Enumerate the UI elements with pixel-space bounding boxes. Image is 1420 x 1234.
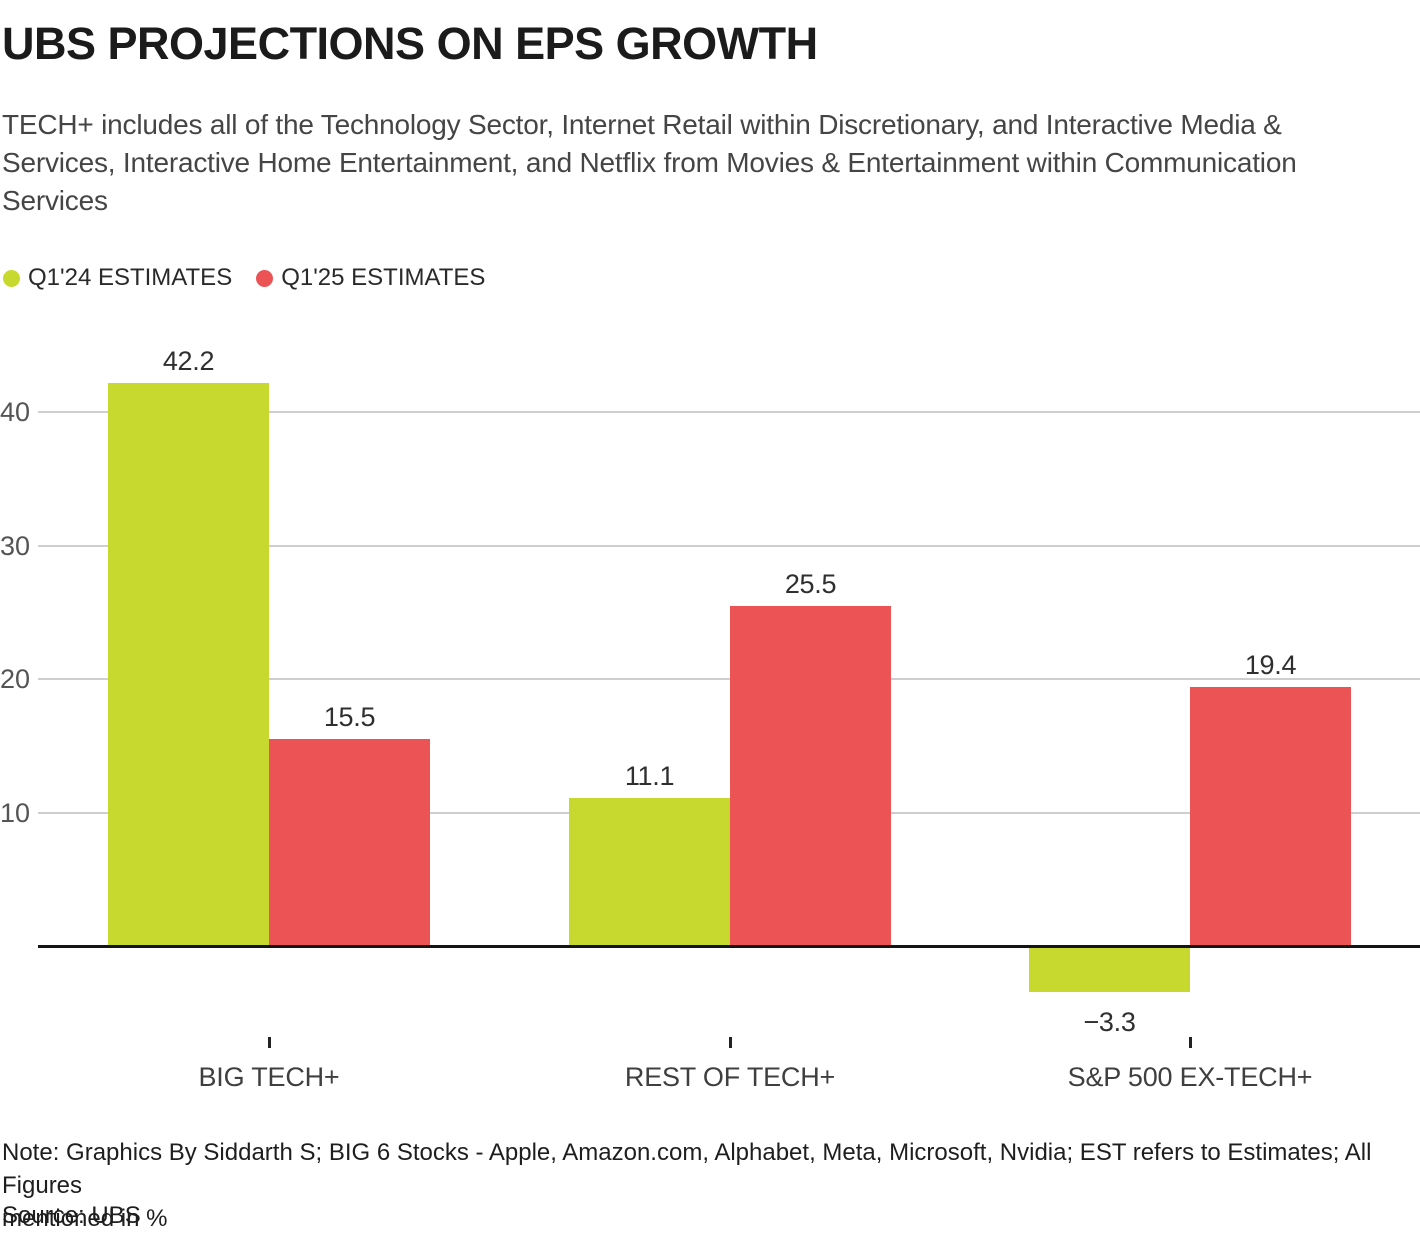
chart-legend: Q1'24 ESTIMATES Q1'25 ESTIMATES	[3, 264, 485, 292]
bar-rest-of-tech-q1-24-estimates	[569, 797, 730, 946]
subtitle-line: TECH+ includes all of the Technology Sec…	[2, 109, 1282, 140]
bar-s-p-500-ex-tech-q1-25-estimates	[1190, 687, 1351, 946]
category-label-rest-of-tech: REST OF TECH+	[624, 1062, 836, 1092]
gridline	[38, 678, 1420, 680]
chart-subtitle: TECH+ includes all of the Technology Sec…	[2, 106, 1297, 220]
x-axis-baseline	[38, 944, 1420, 948]
note-line: Note: Graphics By Siddarth S; BIG 6 Stoc…	[2, 1139, 1372, 1199]
subtitle-line: Services, Interactive Home Entertainment…	[2, 147, 1297, 178]
bar-big-tech-q1-25-estimates	[269, 739, 430, 946]
x-axis-tick	[728, 1037, 732, 1048]
bar-big-tech-q1-24-estimates	[108, 382, 269, 946]
category-label-s-p-500-ex-tech: S&P 500 EX-TECH+	[1067, 1062, 1313, 1092]
gridline	[38, 544, 1420, 547]
bar-value-label: 42.2	[162, 345, 215, 376]
bar-s-p-500-ex-tech-q1-24-estimates	[1029, 947, 1190, 992]
y-axis-tick-label: 10	[0, 797, 31, 828]
legend-item-q124: Q1'24 ESTIMATES	[3, 264, 232, 292]
bar-value-label: 11.1	[624, 760, 675, 791]
legend-dot-icon	[3, 269, 20, 287]
y-axis-tick-label: 40	[0, 397, 31, 427]
gridline	[38, 411, 1420, 413]
bar-value-label: 25.5	[784, 568, 837, 599]
legend-dot-icon	[256, 269, 274, 287]
x-axis-tick	[267, 1037, 271, 1048]
bar-value-label: 15.5	[323, 702, 376, 733]
bar-value-label: 19.4	[1244, 650, 1297, 680]
y-axis-tick-label: 30	[0, 530, 31, 561]
page-title: UBS PROJECTIONS ON EPS GROWTH	[2, 18, 818, 69]
chart-source: Source: UBS	[2, 1202, 141, 1229]
x-axis-tick	[1188, 1037, 1192, 1048]
legend-item-q125: Q1'25 ESTIMATES	[256, 264, 485, 292]
legend-label: Q1'25 ESTIMATES	[281, 264, 486, 291]
bar-rest-of-tech-q1-25-estimates	[730, 605, 891, 946]
y-axis-tick-label: 20	[0, 664, 31, 694]
chart-note: Note: Graphics By Siddarth S; BIG 6 Stoc…	[2, 1136, 1420, 1234]
category-label-big-tech: BIG TECH+	[198, 1062, 340, 1092]
note-line: mentioned in %	[2, 1205, 168, 1232]
legend-label: Q1'24 ESTIMATES	[28, 264, 233, 291]
bar-value-label: −3.3	[1083, 1006, 1136, 1037]
subtitle-line: Services	[2, 185, 108, 216]
